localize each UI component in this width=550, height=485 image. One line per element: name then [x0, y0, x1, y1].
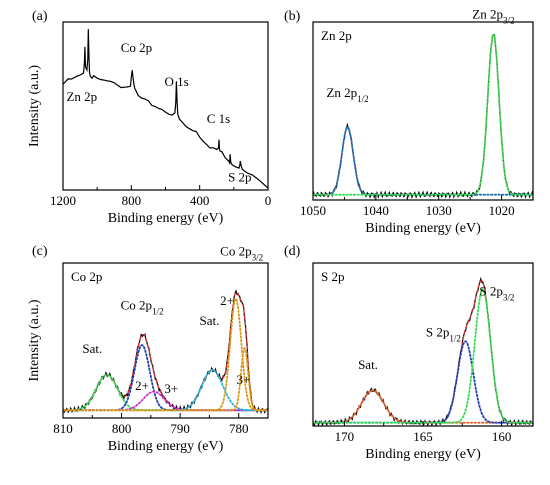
peak-label: 3+ [164, 381, 178, 396]
plot-area [313, 276, 533, 426]
panel-label: (a) [32, 9, 48, 24]
axes-frame [62, 262, 269, 419]
panel-label: (d) [284, 244, 301, 259]
peak-label: Sat. [82, 341, 102, 356]
x-tick-label: 1050 [300, 203, 326, 218]
inset-title: Zn 2p [321, 28, 352, 43]
peak-annotation: Zn 2p [66, 89, 97, 104]
inset-title: S 2p [321, 269, 344, 284]
x-axis-label: Binding energy (eV) [108, 211, 224, 226]
panel-label: (c) [32, 244, 48, 259]
raw-line-0 [313, 276, 533, 426]
peak-label: Sat. [358, 357, 378, 372]
x-tick-label: 800 [112, 421, 132, 436]
y-axis-label: Intensity (a.u.) [27, 65, 42, 147]
peak-label: S 2p1/2 [426, 324, 461, 343]
x-tick-label: 800 [122, 193, 142, 208]
plot-area [313, 33, 533, 200]
fit-line-1 [313, 279, 533, 424]
x-tick-label: 400 [190, 193, 210, 208]
peak-label: Co 2p1/2 [121, 298, 164, 317]
component-line-7 [63, 347, 268, 412]
panel-3: 170 165 160 Binding energy (eV) (d) S 2p S 2p1… [284, 244, 534, 462]
plot-area [63, 289, 268, 415]
panel-0: 1200 800 400 0 Binding energy (eV) Intensity … [27, 9, 271, 226]
peak-label: 2+ [135, 378, 149, 393]
x-tick-label: 1200 [50, 193, 76, 208]
component-line-2 [313, 126, 533, 196]
peak-label: Zn 2p3/2 [472, 6, 514, 25]
y-axis-label: Intensity (a.u.) [27, 299, 42, 381]
x-tick-label: 1030 [426, 203, 452, 218]
peak-label: 2+ [220, 293, 234, 308]
panel-1: 1050 1040 1030 1020 Binding energy (eV) (b) Zn… [284, 6, 534, 236]
series-line-0 [63, 29, 268, 189]
peak-label: S 2p3/2 [479, 284, 514, 303]
x-axis-label: Binding energy (eV) [365, 447, 481, 462]
peak-label: Sat. [199, 313, 219, 328]
x-axis-label: Binding energy (eV) [108, 439, 224, 454]
component-line-4 [313, 288, 533, 424]
peak-annotation: Co 2p [121, 40, 152, 55]
inset-title: Co 2p [71, 269, 102, 284]
component-line-3 [313, 33, 533, 196]
peak-label: 3+ [236, 372, 250, 387]
component-line-2 [313, 389, 533, 424]
x-tick-label: 165 [413, 429, 433, 444]
peak-annotation: C 1s [207, 111, 230, 126]
x-tick-label: 1040 [363, 203, 389, 218]
x-tick-label: 160 [492, 429, 512, 444]
axes-frame [62, 21, 269, 191]
x-axis-label: Binding energy (eV) [365, 221, 481, 236]
x-tick-label: 170 [335, 429, 355, 444]
panel-2: 810 800 790 780 Binding energy (eV) Intensity… [27, 243, 269, 454]
x-tick-label: 790 [170, 421, 190, 436]
x-tick-label: 780 [229, 421, 249, 436]
plot-area [63, 29, 268, 189]
panel-label: (b) [284, 9, 301, 24]
peak-label: Co 2p3/2 [220, 243, 263, 262]
axes-frame [312, 21, 534, 201]
x-tick-label: 810 [53, 421, 73, 436]
peak-label: Zn 2p1/2 [326, 85, 368, 104]
peak-annotation: S 2p [228, 170, 251, 185]
x-tick-label: 0 [265, 193, 272, 208]
peak-annotation: O 1s [165, 74, 189, 89]
x-tick-label: 1020 [489, 203, 515, 218]
